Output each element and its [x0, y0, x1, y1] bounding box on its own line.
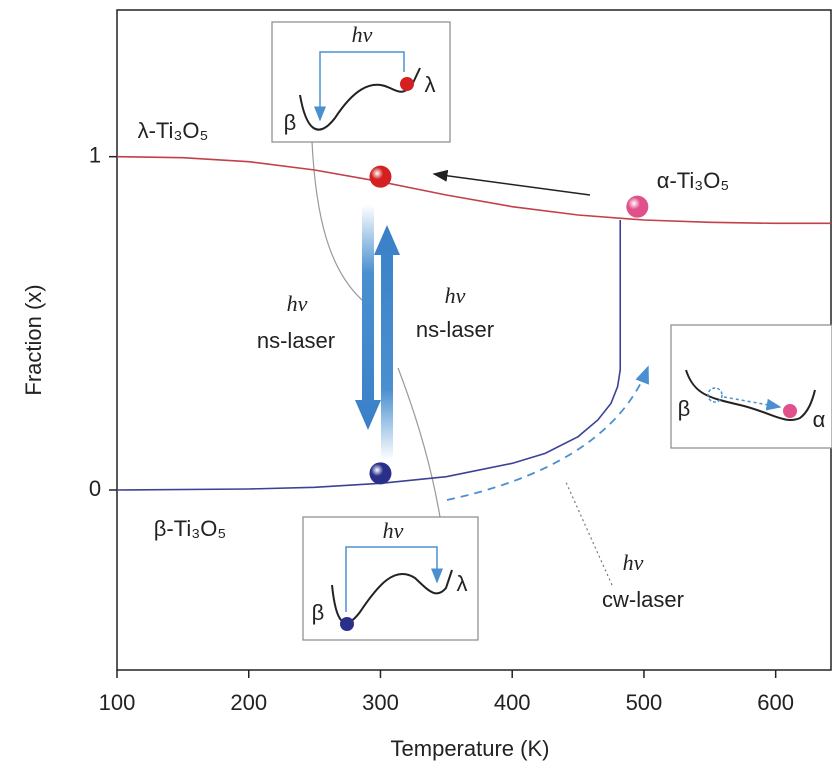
- arrow: [345, 546, 443, 612]
- y-tick-label: 0: [89, 476, 101, 501]
- connector: [564, 479, 613, 586]
- data-line: [116, 155, 831, 225]
- connector: [311, 141, 363, 301]
- inset-label: β: [678, 396, 691, 421]
- annotation: hν: [287, 291, 308, 316]
- y-axis-label: Fraction (x): [21, 284, 46, 395]
- phase-label: β-Ti₃O₅: [154, 516, 226, 541]
- inset: [271, 21, 451, 143]
- annotation: cw-laser: [602, 587, 684, 612]
- phase-label: α-Ti₃O₅: [657, 168, 730, 193]
- inset-label: λ: [457, 571, 468, 596]
- inset: [670, 324, 832, 449]
- data-layer: [116, 155, 831, 491]
- x-tick-label: 200: [230, 690, 267, 715]
- connector: [397, 367, 441, 518]
- ball: [783, 404, 797, 418]
- ball: [707, 387, 723, 403]
- inset-label: β: [312, 600, 325, 625]
- annotation: ns-laser: [416, 317, 494, 342]
- y-tick-label: 1: [89, 142, 101, 167]
- inset-label: λ: [425, 72, 436, 97]
- marker: [369, 165, 392, 188]
- x-tick-label: 300: [362, 690, 399, 715]
- potential-curve: [685, 369, 816, 421]
- inset-label: hν: [383, 518, 404, 543]
- inset-label: α: [813, 407, 826, 432]
- annotation: hν: [445, 283, 466, 308]
- inset-label: hν: [352, 22, 373, 47]
- x-tick-label: 500: [626, 690, 663, 715]
- marker: [626, 195, 649, 218]
- laser-arrow: [355, 205, 381, 430]
- laser-arrow: [374, 225, 400, 460]
- arrow: [446, 365, 649, 501]
- potential-curve: [299, 67, 421, 131]
- marker: [369, 462, 392, 485]
- arrow: [432, 169, 591, 196]
- layout: [116, 9, 832, 671]
- annotation: hν: [623, 550, 644, 575]
- inset-label: β: [284, 110, 297, 135]
- arrow: [314, 51, 405, 122]
- x-tick-label: 400: [494, 690, 531, 715]
- x-tick-label: 100: [99, 690, 136, 715]
- annotation: ns-laser: [257, 328, 335, 353]
- ball: [340, 617, 354, 631]
- x-tick-label: 600: [757, 690, 794, 715]
- x-axis-label: Temperature (K): [391, 736, 550, 761]
- phase-label: λ-Ti₃O₅: [138, 118, 209, 143]
- data-line: [116, 220, 622, 491]
- ball: [400, 77, 414, 91]
